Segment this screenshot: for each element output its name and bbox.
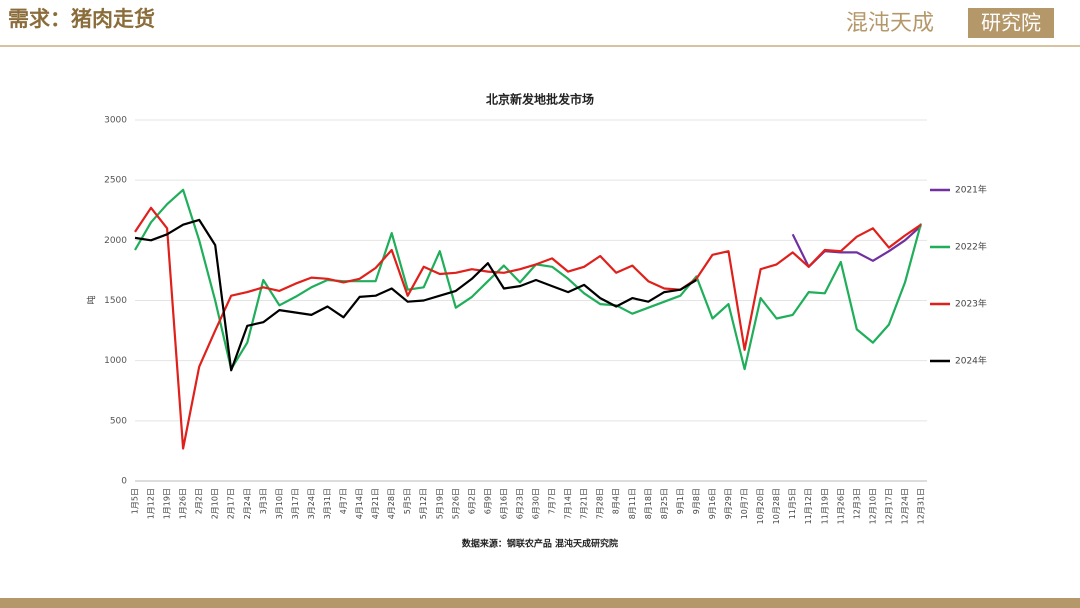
footer-bar: [0, 598, 1080, 608]
series-line: [134, 188, 923, 371]
y-tick-label: 3000: [104, 116, 127, 126]
y-axis-label: 吨: [86, 295, 98, 304]
x-tick-label: 2月24日: [243, 488, 252, 519]
x-tick-label: 3月31日: [323, 488, 332, 519]
legend-label: 2021年: [955, 184, 987, 196]
x-tick-label: 2月10日: [211, 488, 220, 519]
x-tick-label: 11月12日: [804, 488, 813, 524]
x-tick-label: 6月9日: [483, 488, 492, 514]
legend-label: 2023年: [955, 298, 987, 310]
x-tick-label: 1月12日: [147, 488, 156, 519]
slide-title: 需求：猪肉走货: [8, 7, 155, 31]
x-tick-label: 3月10日: [275, 488, 284, 519]
x-tick-label: 9月8日: [692, 488, 701, 514]
y-tick-label: 2500: [104, 176, 127, 186]
x-tick-label: 6月2日: [467, 488, 476, 514]
x-tick-label: 2月2日: [195, 488, 204, 514]
x-tick-label: 7月7日: [548, 488, 557, 514]
x-tick-label: 10月28日: [772, 488, 781, 524]
x-tick-label: 12月10日: [868, 488, 877, 524]
x-tick-label: 7月28日: [596, 488, 605, 519]
y-tick-label: 1500: [104, 296, 127, 306]
x-tick-label: 8月18日: [644, 488, 653, 519]
x-tick-label: 9月16日: [708, 488, 717, 519]
x-tick-label: 3月24日: [307, 488, 316, 519]
logo-box: [968, 8, 1054, 38]
x-tick-label: 4月28日: [387, 488, 396, 519]
x-tick-label: 1月5日: [131, 488, 140, 514]
x-tick-label: 10月7日: [740, 488, 749, 519]
x-tick-label: 12月3日: [852, 488, 861, 519]
x-tick-label: 8月11日: [628, 488, 637, 519]
x-tick-label: 5月5日: [403, 488, 412, 514]
x-tick-label: 12月17日: [884, 488, 893, 524]
x-tick-label: 3月17日: [291, 488, 300, 519]
x-tick-label: 7月21日: [580, 488, 589, 519]
x-tick-label: 11月19日: [820, 488, 829, 524]
x-tick-label: 8月4日: [612, 488, 621, 514]
logo-box-text: 研究院: [981, 11, 1041, 35]
x-tick-label: 5月19日: [435, 488, 444, 519]
y-tick-label: 2000: [104, 236, 127, 246]
x-tick-label: 4月7日: [339, 488, 348, 514]
x-tick-label: 7月14日: [564, 488, 573, 519]
x-tick-label: 9月1日: [676, 488, 685, 514]
x-tick-label: 4月14日: [355, 488, 364, 519]
x-tick-label: 9月29日: [724, 488, 733, 519]
x-tick-label: 3月3日: [259, 488, 268, 514]
logo-text: 混沌天成: [846, 11, 934, 36]
x-tick-label: 1月19日: [163, 488, 172, 519]
x-tick-label: 12月31日: [917, 488, 926, 524]
x-tick-label: 6月16日: [499, 488, 508, 519]
x-tick-label: 4月21日: [371, 488, 380, 519]
x-tick-label: 11月5日: [788, 488, 797, 519]
y-tick-label: 500: [110, 416, 127, 426]
x-tick-label: 8月25日: [660, 488, 669, 519]
legend-label: 2024年: [955, 355, 987, 367]
x-tick-label: 6月23日: [515, 488, 524, 519]
x-tick-label: 2月17日: [227, 488, 236, 519]
legend-label: 2022年: [955, 241, 987, 253]
x-tick-label: 10月20日: [756, 488, 765, 524]
y-tick-label: 1000: [104, 356, 127, 366]
source-note: 数据来源：钢联农产品 混沌天成研究院: [462, 538, 618, 550]
x-tick-label: 5月12日: [419, 488, 428, 519]
x-tick-label: 5月26日: [451, 488, 460, 519]
x-tick-label: 11月26日: [836, 488, 845, 524]
y-tick-label: 0: [121, 477, 127, 487]
chart-title: 北京新发地批发市场: [486, 92, 594, 107]
series-line: [134, 206, 922, 450]
series-line: [134, 218, 697, 372]
x-tick-label: 1月26日: [179, 488, 188, 519]
x-tick-label: 12月24日: [900, 488, 909, 524]
x-tick-label: 6月30日: [532, 488, 541, 519]
